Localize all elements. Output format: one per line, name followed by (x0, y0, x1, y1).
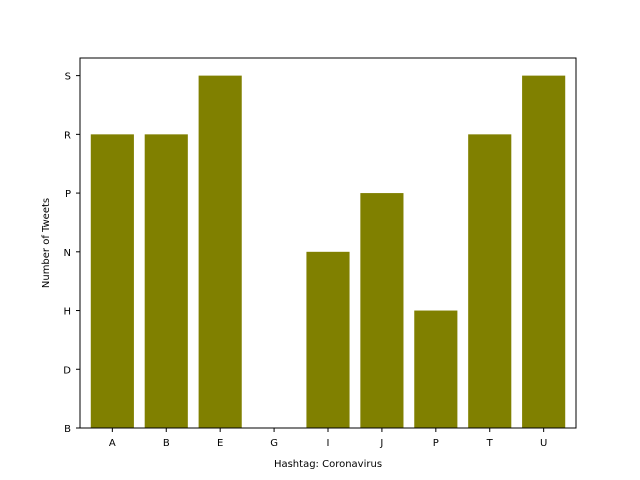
bar-e (198, 75, 242, 429)
bar-j (360, 193, 404, 428)
x-tick-label: A (109, 438, 116, 449)
y-tick-label: P (65, 189, 71, 200)
y-tick-label: N (64, 248, 71, 259)
y-tick-label: D (63, 365, 71, 376)
y-tick-label: B (64, 424, 71, 435)
y-tick-label: H (63, 307, 71, 318)
y-axis-ticks: B D H N P R S (63, 72, 80, 435)
x-tick-label: B (163, 438, 170, 449)
bar-a (90, 134, 134, 428)
plot-frame (79, 57, 577, 429)
x-tick-label: E (217, 438, 223, 449)
bar-t (468, 134, 512, 428)
x-axis-label: Hashtag: Coronavirus (274, 459, 382, 470)
y-axis-label: Number of Tweets (41, 198, 52, 288)
bar-b (144, 134, 188, 428)
bar-p (414, 310, 458, 428)
x-tick-label: J (379, 438, 383, 449)
bar-i (306, 251, 350, 428)
x-tick-label: T (486, 438, 494, 449)
y-tick-label: S (65, 72, 71, 83)
y-tick-label: R (64, 130, 71, 141)
bar-u (522, 75, 566, 429)
x-tick-label: G (270, 438, 278, 449)
x-tick-label: I (327, 438, 330, 449)
x-tick-label: U (540, 438, 547, 449)
x-tick-label: P (433, 438, 439, 449)
bars-group (90, 75, 566, 429)
